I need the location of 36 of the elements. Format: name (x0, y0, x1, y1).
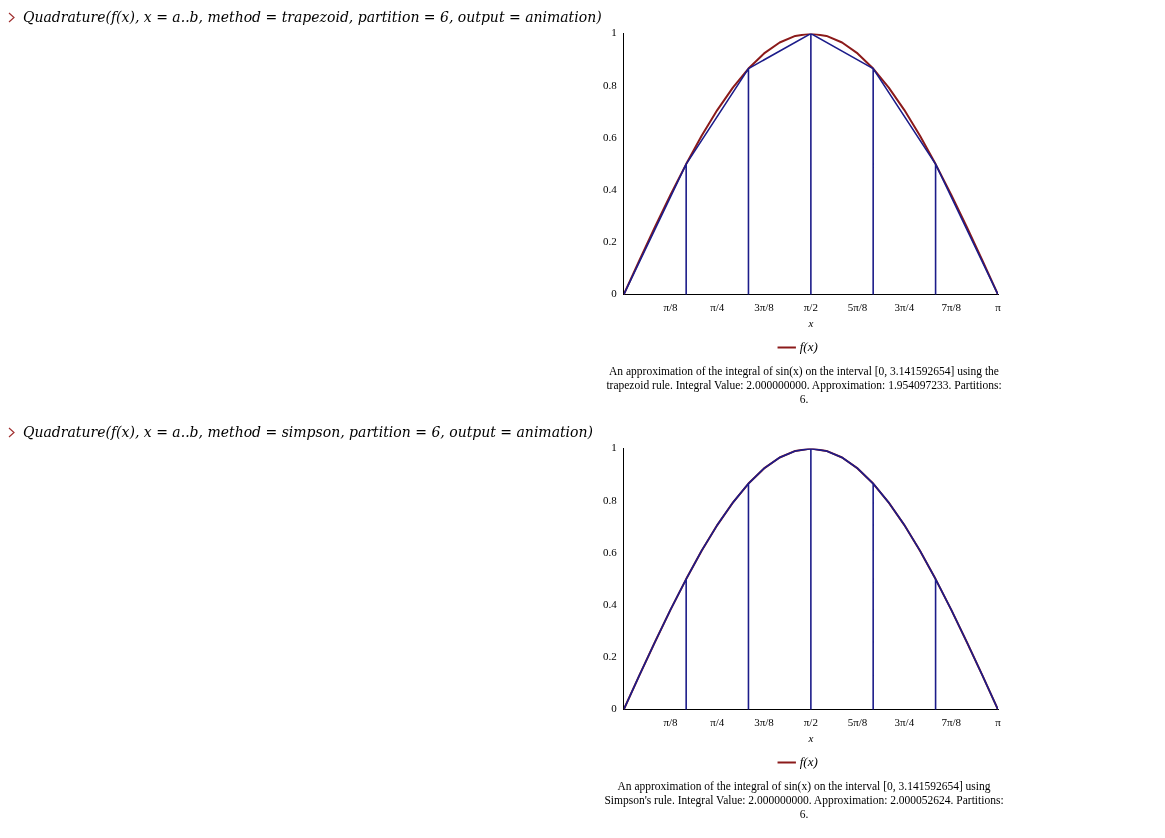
y-tick-label: 0.4 (603, 183, 618, 196)
x-tick-label: 3π/4 (894, 301, 915, 314)
text: Quadrature(f(x), x = a..b, method = trapezoid, partition = 6, output = animation) (23, 9, 602, 25)
x-tick-label: 5π/8 (847, 716, 868, 729)
y-tick-label: 0 (611, 287, 618, 300)
y-tick-label: 0.8 (603, 78, 618, 91)
x-tick-label: π/4 (710, 301, 725, 314)
y-tick-label: 0 (611, 702, 618, 715)
x-tick-label: π/8 (663, 301, 679, 314)
x-tick-label: 3π/4 (894, 716, 915, 729)
text: Quadrature(f(x), x = a..b, method = simpson, partition = 6, output = animation) (23, 424, 593, 440)
x-tick-label: π/2 (803, 301, 818, 314)
text: An approximation of the integral of sin(x) on the interval [0, 3.141592654] using Simpson's rule. Integral Value: 2.000000000. Approximation: 2.000052624. Partitions: 6. (604, 779, 1004, 821)
x-tick-label: 3π/8 (754, 301, 775, 314)
text: An approximation of the integral of sin(x) on the interval [0, 3.141592654] using the trapezoid rule. Integral Value: 2.000000000. Approximation: 1.954097233. Partitions: 6. (605, 364, 1003, 406)
legend-label: f(x) (799, 753, 818, 769)
x-tick-label: 3π/8 (754, 716, 775, 729)
x-tick-label: π (995, 716, 1002, 729)
x-tick-label: π/4 (710, 716, 725, 729)
y-tick-label: 0.6 (603, 130, 618, 143)
x-axis-title: x (807, 732, 814, 745)
x-axis-title: x (807, 317, 814, 330)
x-tick-label: 7π/8 (941, 716, 962, 729)
y-tick-label: 0.4 (603, 598, 618, 611)
y-tick-label: 0.6 (603, 545, 618, 558)
x-tick-label: π (995, 301, 1002, 314)
x-tick-label: 7π/8 (941, 301, 962, 314)
x-tick-label: 5π/8 (847, 301, 868, 314)
y-tick-label: 0.2 (603, 235, 617, 248)
y-tick-label: 0.8 (603, 493, 618, 506)
y-tick-label: 1 (611, 26, 617, 39)
y-tick-label: 1 (611, 441, 617, 454)
x-tick-label: π/2 (803, 716, 818, 729)
x-tick-label: π/8 (663, 716, 679, 729)
y-tick-label: 0.2 (603, 650, 617, 663)
legend-label: f(x) (799, 338, 818, 354)
